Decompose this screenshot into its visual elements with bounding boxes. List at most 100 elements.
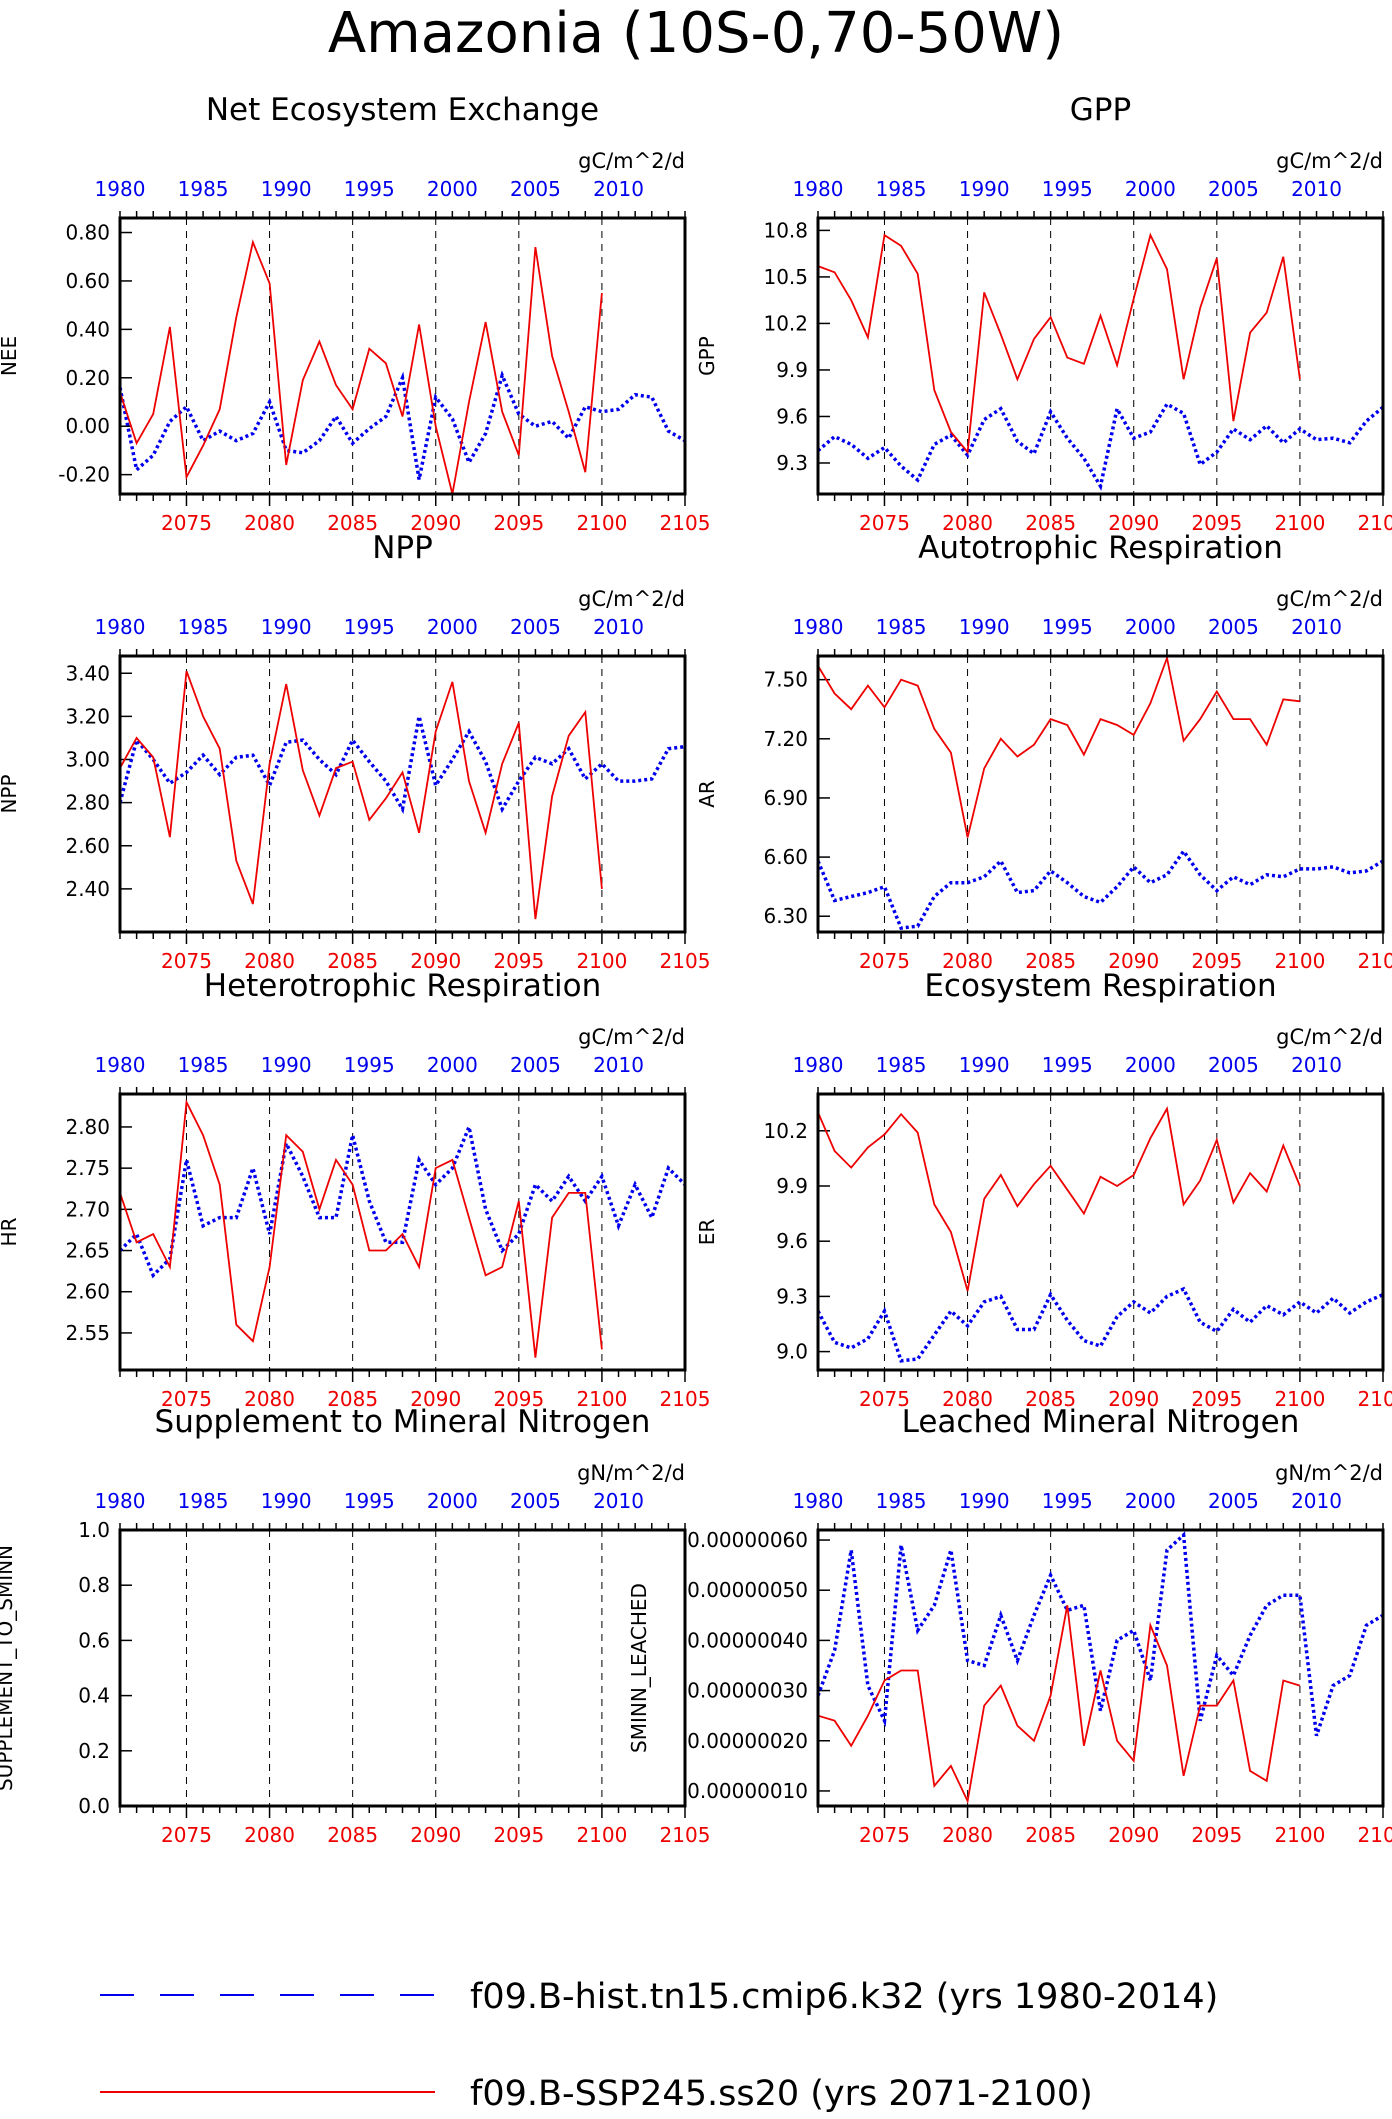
legend-label-2: f09.B-SSP245.ss20 (yrs 2071-2100) <box>470 2074 1093 2114</box>
y-tick-label: 2.75 <box>65 1156 110 1180</box>
y-axis-label: ER <box>695 1219 719 1246</box>
x-tick-label: 2095 <box>1191 949 1242 973</box>
panel-title: Leached Mineral Nitrogen <box>902 1404 1300 1440</box>
top-tick-label: 1990 <box>959 177 1010 201</box>
top-tick-label: 2005 <box>510 177 561 201</box>
x-tick-label: 2090 <box>410 949 461 973</box>
top-tick-label: 1990 <box>261 177 312 201</box>
x-tick-label: 2075 <box>161 1387 212 1411</box>
top-tick-label: 1990 <box>261 615 312 639</box>
top-tick-label: 1985 <box>876 1053 927 1077</box>
y-tick-label: 9.3 <box>776 1284 808 1308</box>
units-label: gC/m^2/d <box>1276 1025 1383 1049</box>
series-line-ssp <box>119 1099 603 1358</box>
units-label: gN/m^2/d <box>577 1461 685 1485</box>
y-tick-label: 1.0 <box>78 1518 110 1542</box>
x-tick-label: 2075 <box>859 511 910 535</box>
x-tick-label: 2090 <box>1108 949 1159 973</box>
y-tick-label: 3.40 <box>65 661 110 685</box>
plot-frame <box>816 1092 1385 1372</box>
y-tick-label: 0.80 <box>65 221 110 245</box>
series-line-hist <box>816 1531 1384 1737</box>
x-tick-label: 2080 <box>244 949 295 973</box>
top-tick-label: 1995 <box>1042 1053 1093 1077</box>
x-tick-label: 2085 <box>327 511 378 535</box>
series-line-hist <box>816 1286 1384 1363</box>
x-tick-label: 2105 <box>1358 1387 1392 1411</box>
top-tick-label: 1985 <box>178 615 229 639</box>
top-tick-label: 2005 <box>1208 1053 1259 1077</box>
top-tick-label: 2010 <box>593 1053 644 1077</box>
top-tick-label: 2000 <box>427 1053 478 1077</box>
panel-title: GPP <box>1070 92 1131 128</box>
y-tick-label: 10.5 <box>763 265 808 289</box>
top-tick-label: 1995 <box>1042 177 1093 201</box>
top-tick-label: 1985 <box>178 1489 229 1513</box>
top-tick-label: 2000 <box>1125 1489 1176 1513</box>
top-tick-label: 1985 <box>876 177 927 201</box>
plot-frame <box>118 654 687 934</box>
x-tick-label: 2085 <box>1025 1823 1076 1847</box>
legend-label-1: f09.B-hist.tn15.cmip6.k32 (yrs 1980-2014… <box>470 1977 1218 2017</box>
top-tick-label: 2000 <box>427 1489 478 1513</box>
x-tick-label: 2105 <box>660 949 711 973</box>
x-tick-label: 2105 <box>1358 949 1392 973</box>
y-tick-label: 9.6 <box>776 404 808 428</box>
top-tick-label: 2010 <box>1291 177 1342 201</box>
y-tick-label: 2.65 <box>65 1239 110 1263</box>
y-axis-label: HR <box>0 1217 21 1246</box>
y-tick-label: 2.80 <box>65 791 110 815</box>
y-tick-label: -0.20 <box>58 463 110 487</box>
top-tick-label: 2000 <box>1125 177 1176 201</box>
x-tick-label: 2080 <box>942 949 993 973</box>
x-tick-label: 2090 <box>1108 511 1159 535</box>
top-tick-label: 1990 <box>959 615 1010 639</box>
y-axis-label: GPP <box>695 336 719 376</box>
panel-title: Autotrophic Respiration <box>918 530 1283 566</box>
top-tick-label: 2000 <box>1125 615 1176 639</box>
x-tick-label: 2075 <box>161 949 212 973</box>
top-tick-label: 2010 <box>1291 1053 1342 1077</box>
x-tick-label: 2100 <box>1274 1387 1325 1411</box>
series-line-ssp <box>817 1106 1301 1292</box>
y-tick-label: 0.8 <box>78 1573 110 1597</box>
x-tick-label: 2090 <box>1108 1823 1159 1847</box>
top-tick-label: 2005 <box>1208 615 1259 639</box>
y-tick-label: 0.60 <box>65 269 110 293</box>
series-line-hist <box>816 848 1384 930</box>
units-label: gN/m^2/d <box>1275 1461 1383 1485</box>
panel-5: Heterotrophic Respiration gC/m^2/d HR 2075 2… <box>0 968 710 1411</box>
panel-2: GPP gC/m^2/d GPP 2075 2080 2085 2090 2095 2100 21… <box>695 92 1392 535</box>
top-tick-label: 1980 <box>793 1053 844 1077</box>
y-tick-label: 6.30 <box>763 904 808 928</box>
top-tick-label: 2010 <box>593 1489 644 1513</box>
series-line-hist <box>816 401 1385 491</box>
y-tick-label: 3.00 <box>65 748 110 772</box>
panel-7: Supplement to Mineral Nitrogen gN/m^2/d SU… <box>0 1404 710 1847</box>
x-tick-label: 2100 <box>1274 1823 1325 1847</box>
y-axis-label: SUPPLEMENT_TO_SMINN <box>0 1545 17 1791</box>
y-tick-label: 2.55 <box>65 1321 110 1345</box>
y-tick-label: 9.9 <box>776 358 808 382</box>
y-tick-label: 6.60 <box>763 845 808 869</box>
y-tick-label: 0.00000010 <box>687 1779 808 1803</box>
top-tick-label: 2005 <box>1208 177 1259 201</box>
series-line-hist <box>118 715 686 815</box>
panel-title: Ecosystem Respiration <box>924 968 1276 1004</box>
panel-title: Net Ecosystem Exchange <box>206 92 599 128</box>
y-tick-label: 9.3 <box>776 451 808 475</box>
y-tick-label: 10.2 <box>763 311 808 335</box>
x-tick-label: 2080 <box>244 511 295 535</box>
top-tick-label: 2010 <box>1291 615 1342 639</box>
legend: f09.B-hist.tn15.cmip6.k32 (yrs 1980-2014… <box>100 1977 1218 2114</box>
y-tick-label: 0.4 <box>78 1684 110 1708</box>
top-tick-label: 2000 <box>427 615 478 639</box>
top-tick-label: 1980 <box>793 1489 844 1513</box>
y-axis-label: NPP <box>0 774 21 813</box>
top-tick-label: 1980 <box>95 177 146 201</box>
units-label: gC/m^2/d <box>578 587 685 611</box>
x-tick-label: 2095 <box>1191 1823 1242 1847</box>
x-tick-label: 2100 <box>1274 949 1325 973</box>
